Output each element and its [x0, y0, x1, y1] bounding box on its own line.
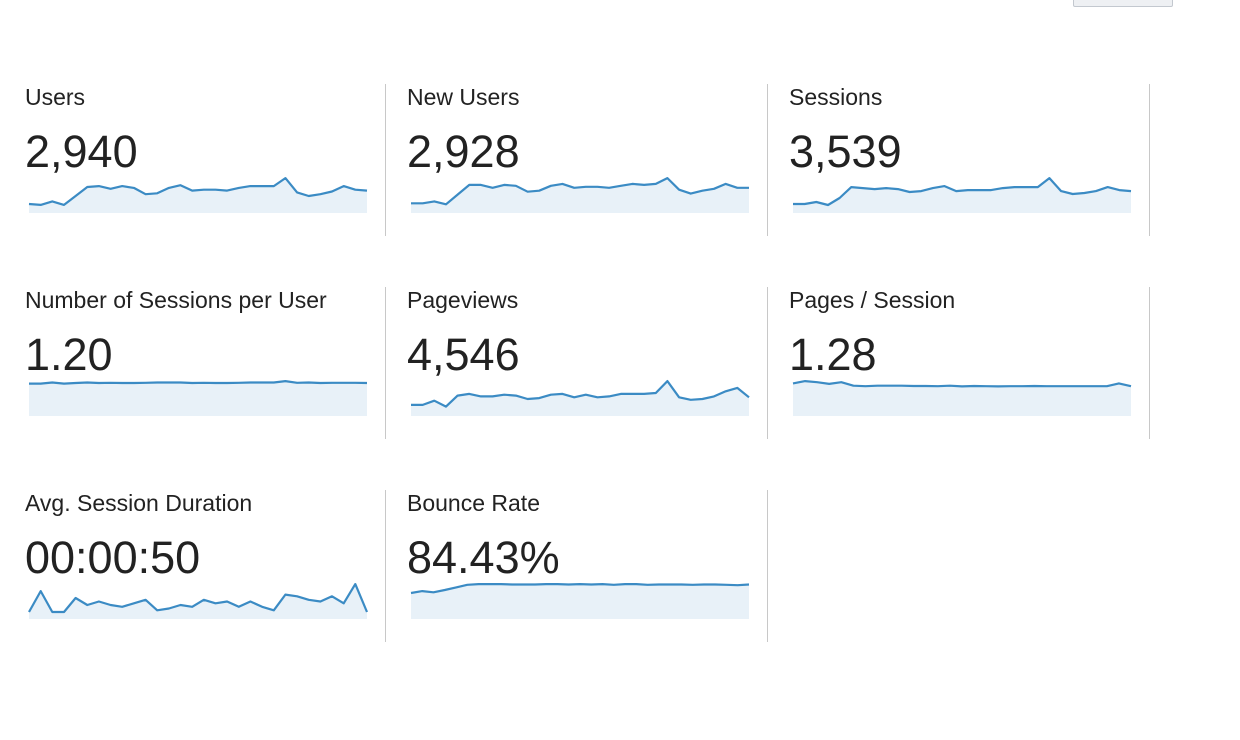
button[interactable] [1073, 0, 1173, 7]
divider [1149, 287, 1150, 439]
sparkline [411, 176, 749, 213]
divider [385, 490, 386, 642]
metric-tile: Bounce Rate 84.43% [407, 490, 767, 642]
metric-tile: Avg. Session Duration 00:00:50 [25, 490, 385, 642]
metric-label: Number of Sessions per User [25, 287, 327, 313]
metric-tile: New Users 2,928 [407, 84, 767, 236]
sparkline-line [792, 379, 1132, 388]
sparkline [28, 582, 369, 619]
metric-label: Users [25, 84, 86, 110]
sparkline [411, 379, 750, 416]
sparkline-area [411, 584, 749, 619]
divider [1149, 84, 1150, 236]
sparkline [29, 379, 368, 416]
sparkline-area [793, 178, 1131, 213]
sparkline-line [28, 176, 368, 206]
metric-tile: Pages / Session 1.28 [789, 287, 1149, 439]
metric-label: Sessions [789, 84, 883, 110]
sparkline-area [29, 584, 367, 619]
sparkline-area [411, 381, 749, 416]
metric-value: 00:00:50 [25, 532, 201, 583]
metric-tile: Sessions 3,539 [789, 84, 1149, 236]
sparkline [410, 582, 750, 619]
metric-value: 2,928 [407, 126, 520, 177]
metric-tile: Users 2,940 [25, 84, 385, 236]
sparkline-line [410, 582, 750, 595]
metric-value: 2,940 [25, 126, 138, 177]
sparkline [28, 176, 368, 213]
sparkline-area [29, 381, 367, 416]
sparkline-area [411, 178, 749, 213]
sparkline-area [29, 178, 367, 213]
sparkline [792, 379, 1132, 416]
metric-label: Pageviews [407, 287, 519, 313]
divider [767, 490, 768, 642]
sparkline [793, 176, 1132, 213]
metric-tile: Pageviews 4,546 [407, 287, 767, 439]
metric-value: 1.28 [789, 329, 877, 380]
sparkline-line [411, 379, 750, 408]
sparkline-line [411, 176, 749, 206]
sparkline-line [29, 379, 368, 385]
metric-value: 84.43% [407, 532, 560, 583]
divider [385, 84, 386, 236]
metric-value: 3,539 [789, 126, 902, 177]
metric-tile: Number of Sessions per User 1.20 [25, 287, 385, 439]
divider [385, 287, 386, 439]
sparkline-line [793, 176, 1132, 207]
sparkline-area [793, 381, 1131, 416]
metric-label: New Users [407, 84, 520, 110]
metric-value: 1.20 [25, 329, 113, 380]
metric-value: 4,546 [407, 329, 520, 380]
sparkline-line [28, 582, 369, 614]
metric-label: Avg. Session Duration [25, 490, 253, 516]
metric-label: Bounce Rate [407, 490, 540, 516]
metric-label: Pages / Session [789, 287, 956, 313]
divider [767, 84, 768, 236]
divider [767, 287, 768, 439]
